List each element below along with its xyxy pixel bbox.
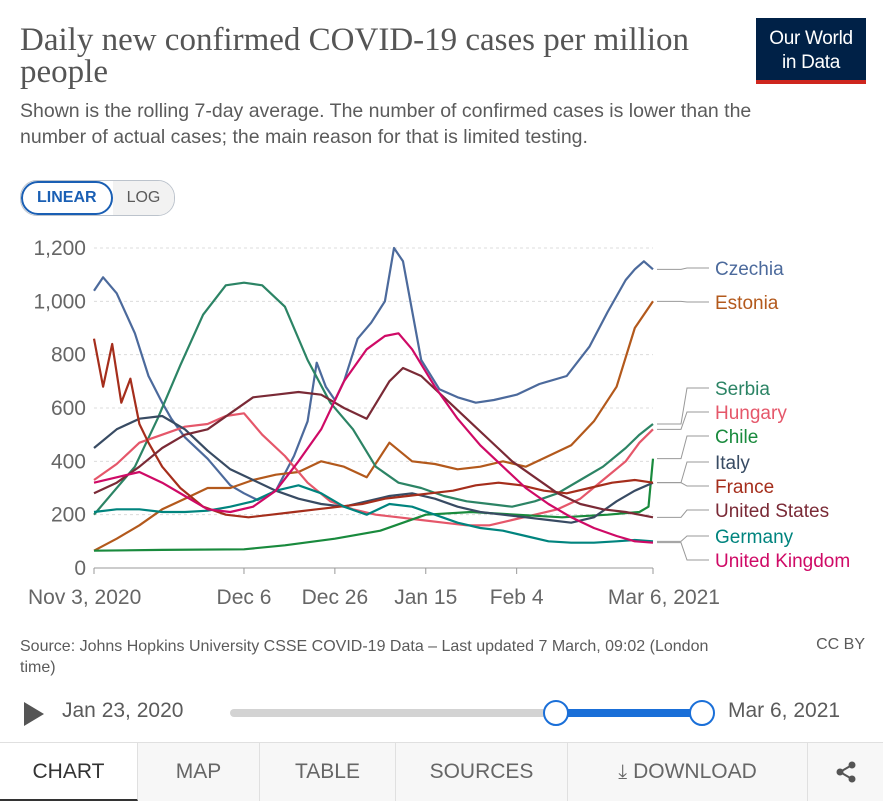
download-icon: ⤓ bbox=[618, 761, 628, 783]
series-line-hungary bbox=[93, 412, 654, 527]
label-connector bbox=[657, 461, 709, 484]
owid-logo[interactable]: Our World in Data bbox=[756, 18, 866, 84]
linear-scale-button[interactable]: LINEAR bbox=[21, 181, 113, 215]
y-tick-label: 800 bbox=[51, 344, 86, 367]
series-line-germany bbox=[93, 484, 654, 544]
label-connector bbox=[657, 542, 709, 561]
series-line-serbia bbox=[93, 281, 654, 516]
label-connector bbox=[657, 387, 709, 425]
series-line-united-kingdom bbox=[93, 332, 654, 544]
tab-download[interactable]: ⤓ DOWNLOAD bbox=[568, 743, 808, 801]
timeline-start-handle[interactable] bbox=[542, 700, 569, 726]
x-tick-label: Dec 26 bbox=[302, 586, 369, 609]
x-tick-label: Dec 6 bbox=[217, 586, 272, 609]
timeline-start-label: Jan 23, 2020 bbox=[62, 699, 184, 722]
series-label-united-states: United States bbox=[715, 501, 829, 522]
y-tick-label: 600 bbox=[51, 397, 86, 420]
timeline: Jan 23, 2020 Mar 6, 2021 bbox=[20, 696, 870, 732]
y-tick-label: 0 bbox=[74, 557, 86, 580]
label-connector bbox=[657, 411, 709, 430]
share-icon bbox=[836, 761, 855, 783]
series-line-italy bbox=[93, 414, 654, 524]
series-label-germany: Germany bbox=[715, 527, 794, 548]
y-tick-label: 400 bbox=[51, 450, 86, 473]
label-connector bbox=[657, 482, 709, 487]
series-line-united-states bbox=[93, 366, 654, 519]
scale-toggle: LINEAR LOG bbox=[20, 180, 176, 216]
series-label-italy: Italy bbox=[715, 453, 750, 474]
y-tick-label: 1,000 bbox=[33, 290, 86, 313]
logo-line-1: Our World bbox=[769, 28, 853, 49]
license-link[interactable]: CC BY bbox=[816, 636, 865, 653]
timeline-selected-range bbox=[555, 709, 702, 717]
log-scale-button[interactable]: LOG bbox=[112, 181, 175, 215]
tab-bar: CHART MAP TABLE SOURCES ⤓ DOWNLOAD bbox=[0, 742, 883, 801]
x-tick-label: Nov 3, 2020 bbox=[28, 586, 141, 609]
y-tick-label: 1,200 bbox=[33, 237, 86, 260]
source-note: Source: Johns Hopkins University CSSE CO… bbox=[20, 638, 709, 676]
timeline-end-label: Mar 6, 2021 bbox=[728, 699, 841, 722]
logo-stripe bbox=[756, 80, 866, 84]
tab-chart[interactable]: CHART bbox=[0, 743, 138, 801]
share-button[interactable] bbox=[808, 743, 883, 801]
tab-map[interactable]: MAP bbox=[138, 743, 260, 801]
x-tick-label: Jan 15 bbox=[394, 586, 457, 609]
series-label-serbia: Serbia bbox=[715, 379, 770, 400]
label-connector bbox=[657, 435, 709, 460]
label-connector bbox=[657, 267, 709, 270]
series-label-france: France bbox=[715, 477, 774, 498]
chart-subtitle: Shown is the rolling 7-day average. The … bbox=[20, 100, 752, 148]
logo-line-2: in Data bbox=[781, 52, 841, 73]
chart-title: Daily new confirmed COVID-19 cases per m… bbox=[20, 22, 689, 90]
x-tick-label: Feb 4 bbox=[490, 586, 544, 609]
series-label-united-kingdom: United Kingdom bbox=[715, 551, 850, 572]
series-label-czechia: Czechia bbox=[715, 259, 784, 280]
label-connector bbox=[657, 535, 709, 542]
series-line-chile bbox=[93, 458, 655, 552]
series-label-hungary: Hungary bbox=[715, 403, 787, 424]
line-chart[interactable]: 0 200 400 600 800 1,000 1,200 Nov 3, 2020 Dec 6 D… bbox=[0, 228, 883, 618]
tab-table[interactable]: TABLE bbox=[260, 743, 396, 801]
series-label-estonia: Estonia bbox=[715, 293, 779, 314]
play-icon[interactable] bbox=[24, 702, 44, 726]
x-tick-label: Mar 6, 2021 bbox=[608, 586, 720, 609]
timeline-track[interactable] bbox=[230, 700, 715, 726]
tab-download-label: DOWNLOAD bbox=[633, 760, 757, 783]
series-label-chile: Chile bbox=[715, 427, 758, 448]
series-line-france bbox=[92, 338, 654, 519]
timeline-end-handle[interactable] bbox=[689, 700, 715, 726]
y-tick-label: 200 bbox=[51, 504, 86, 527]
label-connector bbox=[657, 509, 709, 518]
label-connector bbox=[657, 300, 709, 303]
tab-sources[interactable]: SOURCES bbox=[396, 743, 568, 801]
series-line-estonia bbox=[93, 300, 654, 552]
